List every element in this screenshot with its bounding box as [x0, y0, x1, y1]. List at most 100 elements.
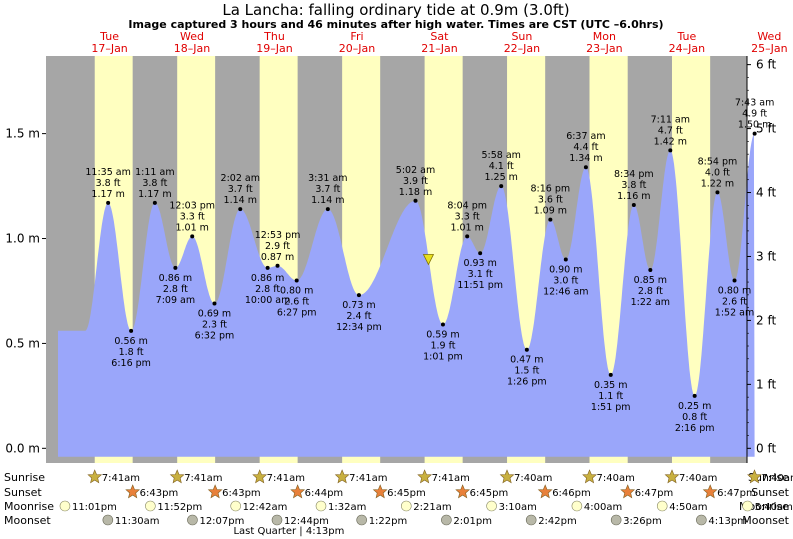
extreme-m: 1.01 m [450, 222, 483, 233]
row-label-right: Moonset [742, 514, 789, 527]
sunset-time: 6:43pm [140, 488, 179, 499]
day-label-date: 24–Jan [669, 42, 705, 55]
day-label-date: 23–Jan [586, 42, 622, 55]
extreme-m: 1.17 m [138, 189, 171, 200]
day-label-date: 17–Jan [91, 42, 127, 55]
day-label-date: 22–Jan [504, 42, 540, 55]
sunrise-time: 7:41am [184, 473, 222, 484]
sunrise-time: 7:40am [679, 473, 717, 484]
extreme-time: 6:16 pm [111, 358, 151, 369]
extreme-time: 1:22 am [631, 297, 670, 308]
sunset-time: 6:45pm [387, 488, 426, 499]
extreme-time: 10:00 am [245, 295, 290, 306]
extreme-ft: 1.9 ft [430, 341, 455, 352]
extreme-point [129, 328, 134, 333]
moonrise-time: 4:00am [584, 502, 622, 513]
extreme-time: 3:31 am [308, 173, 347, 184]
extreme-time: 1:51 pm [591, 402, 631, 413]
extreme-point [325, 207, 330, 212]
moonrise-time: 3:10am [499, 502, 537, 513]
extreme-ft: 2.8 ft [255, 284, 280, 295]
extreme-m: 0.35 m [594, 380, 627, 391]
day-label-date: 21–Jan [421, 42, 457, 55]
extreme-ft: 3.8 ft [142, 178, 167, 189]
sunrise-icon [252, 469, 268, 484]
extreme-point [668, 148, 673, 153]
extreme-ft: 1.5 ft [514, 366, 539, 377]
sunrise-icon [417, 469, 433, 484]
sunset-time: 6:47pm [635, 488, 674, 499]
tide-curve [58, 134, 755, 457]
extreme-m: 1.18 m [399, 187, 432, 198]
moonset-time: 3:26pm [623, 516, 662, 527]
extreme-m: 1.14 m [224, 195, 257, 206]
extreme-time: 6:32 pm [195, 331, 235, 342]
sunset-icon [702, 484, 718, 499]
extreme-ft: 4.1 ft [489, 161, 514, 172]
row-label-left: Sunrise [4, 471, 45, 484]
extreme-point [275, 263, 280, 268]
moonset-time: 4:13pm [708, 516, 747, 527]
extreme-ft: 2.6 ft [284, 296, 309, 307]
day-label-dow: Sun [511, 30, 532, 43]
moonrise-icon [486, 500, 497, 512]
extreme-ft: 2.6 ft [722, 296, 747, 307]
right-tick-label: 3 ft [756, 249, 776, 263]
day-label-date: 18–Jan [174, 42, 210, 55]
extreme-m: 1.50 m [738, 120, 771, 131]
moonset-time: 1:22pm [369, 516, 408, 527]
right-tick-label: 6 ft [756, 58, 776, 72]
extreme-m: 0.25 m [678, 401, 711, 412]
row-label-left: Moonset [4, 514, 51, 527]
extreme-point [440, 322, 445, 327]
extreme-point [238, 207, 243, 212]
day-label-dow: Wed [757, 30, 781, 43]
extreme-ft: 2.8 ft [163, 284, 188, 295]
sunrise-time: 7:41am [432, 473, 470, 484]
moonset-icon [271, 514, 283, 526]
moonrise-icon [59, 500, 71, 512]
sunset-icon [620, 484, 636, 499]
sunset-time: 6:46pm [552, 488, 591, 499]
extreme-time: 11:35 am [85, 167, 130, 178]
extreme-ft: 3.0 ft [553, 276, 578, 287]
extreme-m: 0.69 m [198, 309, 231, 320]
sunset-time: 6:45pm [470, 488, 509, 499]
right-tick-label: 4 ft [756, 186, 776, 200]
moonrise-icon [400, 500, 412, 512]
extreme-time: 8:04 pm [447, 200, 487, 211]
extreme-ft: 3.6 ft [538, 195, 563, 206]
extreme-point [548, 217, 553, 222]
axes: 0.0 m 0.5 m 1.0 m 1.5 m 0 ft 1 ft 2 ft 3 ft 4 ft… [5, 56, 776, 463]
extreme-point [212, 301, 217, 306]
moon-phase-note: Last Quarter | 4:13pm [233, 526, 344, 537]
extreme-m: 1.09 m [534, 206, 567, 217]
current-level-marker [422, 254, 435, 266]
day-label-date: 20–Jan [339, 42, 375, 55]
now-triangle [422, 254, 435, 266]
sunrise-time: 7:41am [102, 473, 140, 484]
extreme-point [294, 278, 299, 283]
extreme-time: 2:16 pm [675, 423, 715, 434]
extreme-point [499, 184, 504, 189]
sunrise-time: 7:40am [597, 473, 635, 484]
sunset-icon [537, 484, 553, 499]
sunset-icon [290, 484, 306, 499]
extreme-ft: 3.8 ft [96, 178, 121, 189]
extreme-point [413, 198, 418, 203]
left-tick-label: 1.0 m [5, 232, 40, 246]
sunset-time: 6:44pm [305, 488, 344, 499]
extreme-time: 12:34 pm [336, 322, 382, 333]
sunrise-icon [169, 469, 185, 484]
extreme-time: 5:58 am [481, 150, 520, 161]
moonrise-time: 2:21am [413, 502, 451, 513]
row-label-left: Sunset [4, 486, 42, 499]
extreme-m: 0.47 m [510, 355, 543, 366]
day-label-date: 19–Jan [256, 42, 292, 55]
sunrise-icon [499, 469, 515, 484]
moonset-icon [696, 514, 707, 526]
extreme-m: 0.90 m [549, 265, 582, 276]
extreme-m: 0.80 m [718, 285, 751, 296]
